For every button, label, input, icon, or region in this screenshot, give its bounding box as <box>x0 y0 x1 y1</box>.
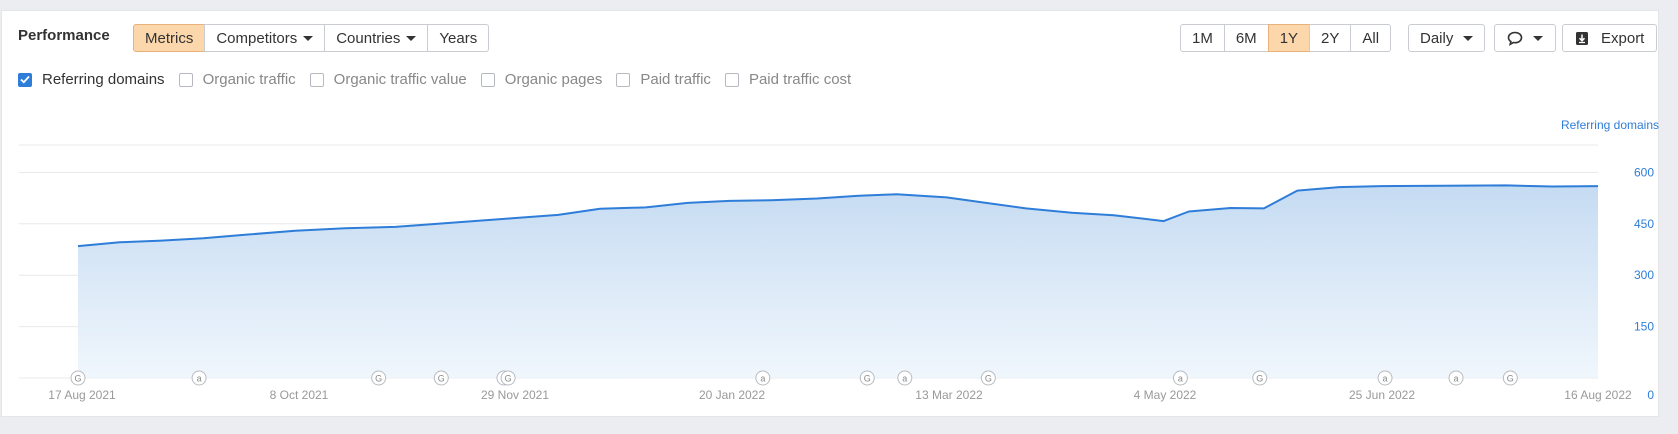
checkbox-empty-icon <box>178 72 193 87</box>
range-1y[interactable]: 1Y <box>1267 24 1311 52</box>
range-2y[interactable]: 2Y <box>1309 24 1352 52</box>
checkbox-label: Referring domains <box>42 71 165 88</box>
download-icon <box>1576 31 1588 45</box>
caret-down-icon <box>406 35 417 41</box>
annotations-dropdown[interactable] <box>1494 24 1556 52</box>
checkbox-paid-traffic[interactable]: Paid traffic <box>616 71 711 88</box>
checkbox-empty-icon <box>309 72 324 87</box>
range-6m[interactable]: 6M <box>1223 24 1269 52</box>
y-axis-title: Referring domains <box>1560 118 1659 132</box>
granularity-group: Daily <box>1408 24 1486 52</box>
range-1m[interactable]: 1M <box>1180 24 1225 52</box>
range-all[interactable]: All <box>1350 24 1392 52</box>
checkbox-label: Paid traffic <box>640 71 711 88</box>
tab-years[interactable]: Years <box>427 24 490 52</box>
tab-label: Countries <box>336 29 401 47</box>
comment-icon <box>1507 31 1523 46</box>
tab-competitors[interactable]: Competitors <box>204 24 326 52</box>
checkbox-label: Organic traffic <box>202 71 296 88</box>
checkbox-paid-traffic-cost[interactable]: Paid traffic cost <box>724 71 852 88</box>
checkbox-label: Organic pages <box>504 71 603 88</box>
range-label: 1Y <box>1279 29 1299 47</box>
checkbox-label: Paid traffic cost <box>748 71 852 88</box>
checkbox-label: Organic traffic value <box>333 71 467 88</box>
range-label: 1M <box>1192 29 1213 47</box>
checkbox-organic-traffic-value[interactable]: Organic traffic value <box>309 71 467 88</box>
range-label: 6M <box>1235 29 1257 47</box>
export-label: Export <box>1601 29 1645 47</box>
tab-label: Years <box>439 29 478 47</box>
checkbox-organic-traffic[interactable]: Organic traffic <box>178 71 296 88</box>
tab-label: Competitors <box>216 29 298 47</box>
export-group: Export <box>1562 24 1658 52</box>
checkbox-organic-pages[interactable]: Organic pages <box>480 71 603 88</box>
view-tabs: Metrics Competitors Countries Years <box>133 24 490 52</box>
granularity-label: Daily <box>1420 29 1454 47</box>
checkbox-referring-domains[interactable]: Referring domains <box>18 71 165 88</box>
export-button[interactable]: Export <box>1562 24 1658 52</box>
tab-metrics[interactable]: Metrics <box>133 24 206 52</box>
annotation-group <box>1494 24 1556 52</box>
range-label: All <box>1362 29 1380 47</box>
checkbox-empty-icon <box>616 72 631 87</box>
granularity-dropdown[interactable]: Daily <box>1408 24 1486 52</box>
checkbox-checked-icon <box>18 72 32 87</box>
checkbox-empty-icon <box>724 72 739 87</box>
checkbox-empty-icon <box>480 72 495 87</box>
panel-title: Performance <box>18 27 110 44</box>
caret-down-icon <box>1463 35 1474 41</box>
range-label: 2Y <box>1321 29 1340 47</box>
caret-down-icon <box>303 35 314 41</box>
metric-checkboxes: Referring domains Organic traffic Organi… <box>18 71 865 88</box>
range-tabs: 1M 6M 1Y 2Y All <box>1180 24 1392 52</box>
tab-label: Metrics <box>145 29 194 47</box>
tab-countries[interactable]: Countries <box>324 24 429 52</box>
caret-down-icon <box>1533 35 1543 41</box>
